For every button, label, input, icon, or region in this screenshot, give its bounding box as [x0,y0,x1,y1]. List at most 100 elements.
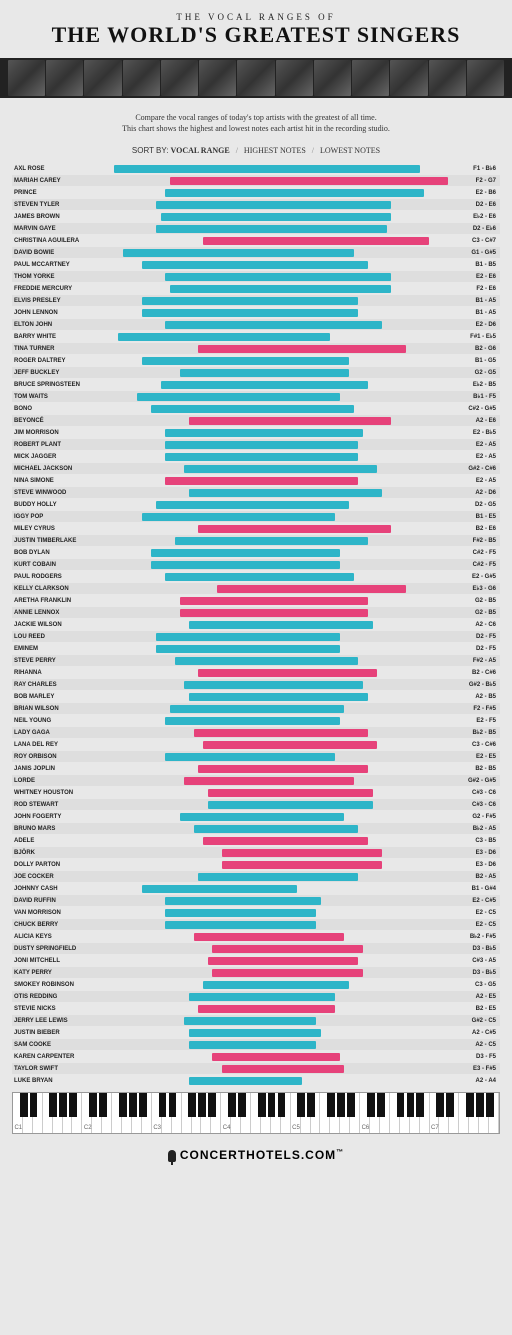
bar-zone [90,993,448,1001]
singer-row: ANNIE LENNOXG2 - B5 [12,607,500,618]
singer-row: MILEY CYRUSB2 - E6 [12,523,500,534]
range-bar [222,849,382,857]
bar-zone [90,669,448,677]
bar-zone [90,777,448,785]
singer-row: KURT COBAINC#2 - F5 [12,559,500,570]
singer-row: STEVE PERRYF#2 - A5 [12,655,500,666]
range-label: E3 - F#5 [448,1066,500,1072]
range-bar [123,249,354,257]
footer-tm: ™ [336,1149,344,1156]
range-label: E2 - F5 [448,718,500,724]
singer-row: CHRISTINA AGUILERAC3 - C#7 [12,235,500,246]
bar-zone [90,657,448,665]
singer-name: EMINEM [12,646,90,652]
singer-name: BUDDY HOLLY [12,502,90,508]
bar-zone [90,345,448,353]
singer-row: NINA SIMONEE2 - A5 [12,475,500,486]
range-bar [203,981,349,989]
sort-highest[interactable]: HIGHEST NOTES [244,146,306,155]
singer-name: BONO [12,406,90,412]
range-label: E2 - G#5 [448,574,500,580]
singer-name: CHUCK BERRY [12,922,90,928]
range-bar [194,933,345,941]
range-label: G1 - G#5 [448,250,500,256]
range-label: F#2 - B5 [448,538,500,544]
sort-sep: / [312,146,314,155]
range-label: D3 - B♭5 [448,969,500,976]
singer-row: TAYLOR SWIFTE3 - F#5 [12,1063,500,1074]
description: Compare the vocal ranges of today's top … [0,102,512,142]
range-label: F2 - G7 [448,178,500,184]
sort-label: SORT BY: [132,146,169,155]
singer-row: JANIS JOPLINB2 - B5 [12,763,500,774]
range-bar [180,813,345,821]
range-bar [198,1005,335,1013]
footer: CONCERTHOTELS.COM™ [0,1134,512,1180]
bar-zone [90,981,448,989]
singer-name: JIM MORRISON [12,430,90,436]
singer-name: KATY PERRY [12,970,90,976]
range-bar [189,1029,321,1037]
singer-row: ROD STEWARTC#3 - C6 [12,799,500,810]
bar-zone [90,261,448,269]
bar-zone [90,825,448,833]
bar-zone [90,873,448,881]
range-label: G2 - F#5 [448,814,500,820]
bar-zone [90,1077,448,1085]
singer-row: SAM COOKEA2 - C5 [12,1039,500,1050]
octave-label: C7 [431,1125,439,1131]
range-bar [222,861,382,869]
range-label: B1 - B5 [448,262,500,268]
range-bar [161,381,368,389]
range-bar [189,489,382,497]
bar-zone [90,1017,448,1025]
range-label: C3 - B5 [448,838,500,844]
range-bar [203,237,429,245]
bar-zone [90,393,448,401]
singer-name: JUSTIN BIEBER [12,1030,90,1036]
range-label: D2 - F5 [448,634,500,640]
singer-name: DOLLY PARTON [12,862,90,868]
singer-name: RIHANNA [12,670,90,676]
singer-name: TINA TURNER [12,346,90,352]
range-label: G#2 - G#5 [448,778,500,784]
bar-zone [90,1065,448,1073]
range-label: F#1 - E♭5 [448,333,500,340]
singer-row: BRUCE SPRINGSTEENE♭2 - B5 [12,379,500,390]
range-label: E2 - A5 [448,454,500,460]
bar-zone [90,429,448,437]
bar-zone [90,1053,448,1061]
bar-zone [90,477,448,485]
bar-zone [90,885,448,893]
singer-name: TOM WAITS [12,394,90,400]
range-label: E2 - A5 [448,478,500,484]
singer-name: JEFF BUCKLEY [12,370,90,376]
singer-row: KATY PERRY D3 - B♭5 [12,967,500,978]
range-bar [165,441,358,449]
bar-zone [90,585,448,593]
range-bar [180,597,368,605]
bar-zone [90,561,448,569]
singer-row: JUSTIN BIEBERA2 - C#5 [12,1027,500,1038]
range-bar [222,1065,344,1073]
sort-vocal-range[interactable]: VOCAL RANGE [171,146,230,155]
singer-row: ARETHA FRANKLING2 - B5 [12,595,500,606]
range-label: E2 - C5 [448,922,500,928]
sort-lowest[interactable]: LOWEST NOTES [320,146,380,155]
bar-zone [90,465,448,473]
range-bar [194,825,359,833]
bar-zone [90,633,448,641]
range-bar [189,993,335,1001]
singer-name: KELLY CLARKSON [12,586,90,592]
range-bar [137,393,340,401]
bar-zone [90,357,448,365]
bar-zone [90,849,448,857]
singer-name: SMOKEY ROBINSON [12,982,90,988]
range-bar [156,633,340,641]
singer-row: PRINCEE2 - B6 [12,187,500,198]
bar-zone [90,177,448,185]
range-label: G#2 - B♭5 [448,681,500,688]
bar-zone [90,513,448,521]
bar-zone [90,417,448,425]
range-label: F1 - B♭6 [448,165,500,172]
